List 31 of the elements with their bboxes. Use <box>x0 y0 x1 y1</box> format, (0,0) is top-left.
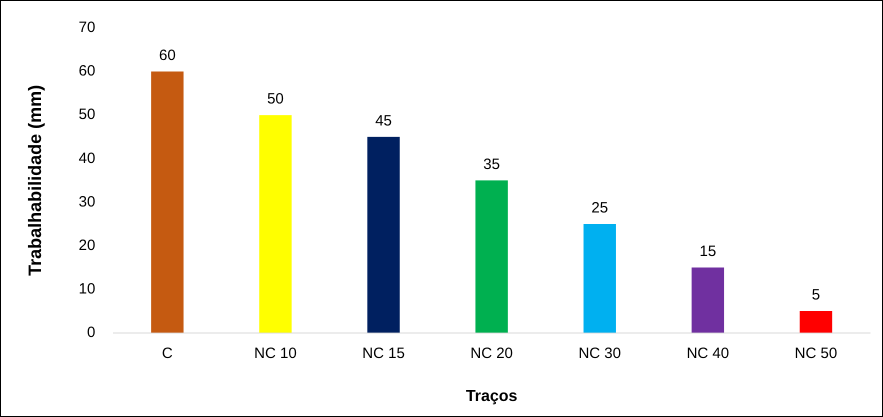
x-tick-label: C <box>162 344 173 362</box>
bar <box>584 224 616 333</box>
data-label: 35 <box>483 156 500 174</box>
y-tick-label: 0 <box>86 324 96 341</box>
data-label: 5 <box>812 286 820 304</box>
data-label: 60 <box>158 47 176 64</box>
y-tick-label: 10 <box>78 280 96 298</box>
x-tick-label: NC 10 <box>254 344 297 362</box>
y-tick-label: 40 <box>78 150 96 167</box>
y-tick-label: 30 <box>78 193 96 210</box>
data-label: 50 <box>267 90 284 108</box>
data-label: 45 <box>375 112 392 130</box>
y-tick-label: 60 <box>78 62 96 80</box>
y-axis-title: Trabalhabilidade (mm) <box>24 84 45 276</box>
bar <box>259 115 292 333</box>
bar <box>151 72 184 333</box>
y-tick-label: 20 <box>78 236 96 254</box>
bar <box>692 267 724 333</box>
x-tick-label: NC 40 <box>686 344 730 362</box>
bar <box>367 136 400 333</box>
y-tick-label: 50 <box>78 106 96 124</box>
x-tick-label: NC 50 <box>794 344 838 362</box>
x-axis-title: Traços <box>466 388 518 405</box>
data-label: 25 <box>591 200 608 217</box>
bar <box>475 180 508 333</box>
y-tick-label: 70 <box>78 19 96 36</box>
x-tick-label: NC 15 <box>362 344 405 362</box>
x-tick-label: NC 20 <box>470 344 513 362</box>
data-label: 15 <box>700 243 716 260</box>
bar <box>800 311 832 333</box>
x-tick-label: NC 30 <box>578 344 622 362</box>
